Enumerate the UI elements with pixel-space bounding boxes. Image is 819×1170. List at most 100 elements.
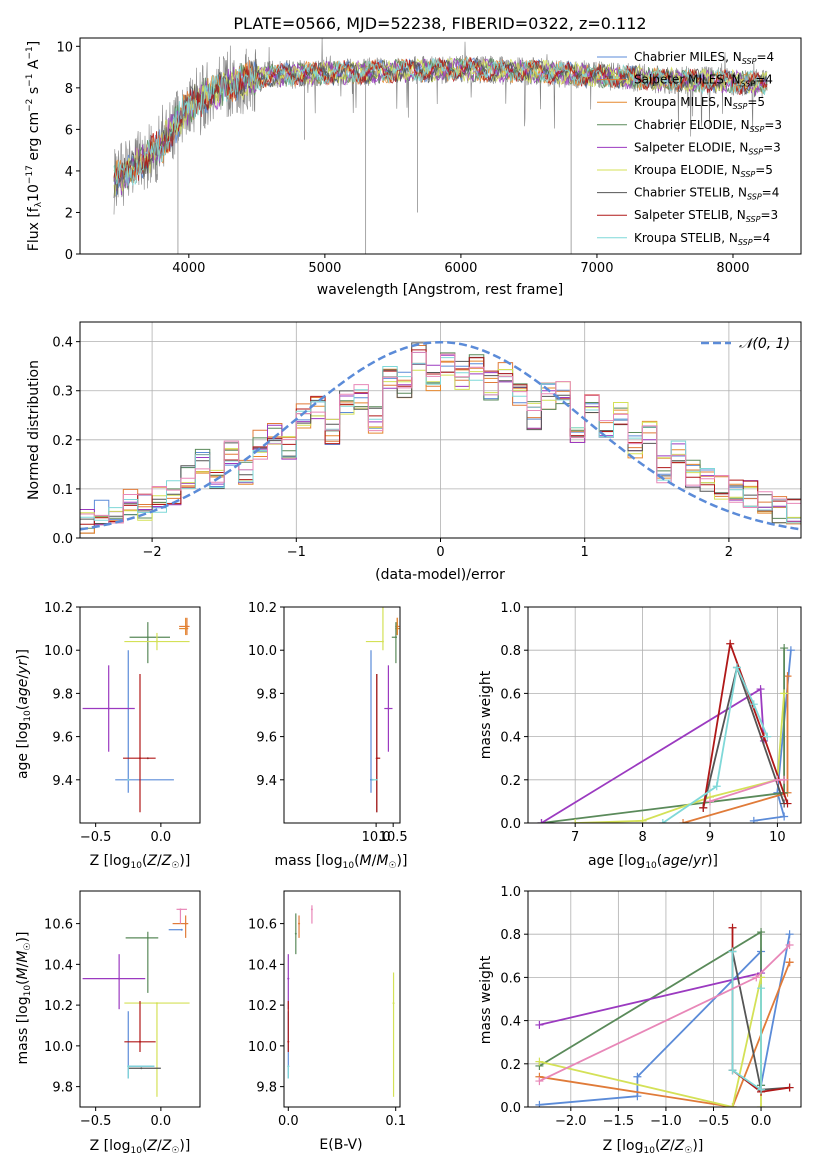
plot-area bbox=[113, 38, 768, 254]
data-point bbox=[185, 625, 188, 628]
plus-marker bbox=[535, 1100, 544, 1107]
plus-marker bbox=[757, 1103, 766, 1107]
x-tick-label: 0.0 bbox=[151, 1114, 172, 1129]
massweight-vs-age-xlabel: age [log10(age/yr)] bbox=[588, 853, 718, 871]
plus-marker bbox=[633, 1072, 642, 1081]
plus-marker bbox=[638, 816, 647, 823]
y-tick-label: 10.2 bbox=[44, 999, 73, 1014]
plus-marker bbox=[752, 973, 761, 982]
series-line-7 bbox=[731, 951, 762, 1092]
y-tick-label: 10.6 bbox=[248, 918, 277, 933]
data-point bbox=[127, 1065, 130, 1068]
plus-marker bbox=[728, 1103, 737, 1107]
massweight-vs-age-ylabel: mass weight bbox=[478, 670, 494, 759]
x-tick-label: 0.0 bbox=[751, 1114, 772, 1129]
data-point bbox=[287, 1040, 290, 1043]
y-tick-label: 10.2 bbox=[44, 601, 73, 616]
y-tick-label: 1.0 bbox=[500, 601, 521, 616]
y-tick-label: 10.0 bbox=[248, 644, 277, 659]
plus-marker bbox=[699, 803, 708, 812]
y-tick-label: 0.8 bbox=[500, 644, 521, 659]
data-point bbox=[294, 932, 297, 935]
legend-label: Kroupa MILES, NSSP=5 bbox=[634, 95, 765, 111]
plus-marker bbox=[535, 1057, 544, 1066]
legend-label: Salpeter ELODIE, NSSP=3 bbox=[634, 140, 781, 156]
plus-marker bbox=[773, 775, 782, 784]
plus-marker bbox=[757, 984, 766, 993]
plus-marker bbox=[783, 799, 792, 808]
x-tick-label: −2 bbox=[143, 545, 162, 560]
mass-vs-ebv-xlabel: E(B-V) bbox=[319, 1137, 362, 1153]
plus-marker bbox=[571, 819, 580, 823]
y-tick-label: 0.0 bbox=[52, 532, 73, 547]
x-tick-label: −1 bbox=[287, 545, 306, 560]
plus-marker bbox=[785, 1083, 794, 1092]
x-tick-label: 6000 bbox=[444, 261, 477, 276]
y-tick-label: 9.4 bbox=[256, 774, 277, 789]
y-tick-label: 10.0 bbox=[44, 1040, 73, 1055]
legend-label: Chabrier ELODIE, NSSP=3 bbox=[634, 118, 782, 134]
x-tick-label: −0.5 bbox=[698, 1114, 730, 1129]
data-point bbox=[287, 1065, 290, 1068]
plus-marker bbox=[763, 732, 772, 741]
mass-vs-z-plot: −0.5 0.0 9.8 10.0 10.2 10.4 10.6 bbox=[44, 890, 201, 1129]
y-tick-label: 0.2 bbox=[52, 434, 73, 449]
plus-marker bbox=[658, 819, 667, 823]
data-point bbox=[375, 757, 378, 760]
plus-marker bbox=[706, 797, 714, 806]
data-point bbox=[146, 636, 149, 639]
x-tick-label: 5000 bbox=[308, 261, 341, 276]
legend-label: 𝒩(0, 1) bbox=[739, 336, 790, 352]
spectrum-plot: 4000 5000 6000 7000 8000 0 2 4 6 8 10 bbox=[56, 37, 802, 276]
plus-marker bbox=[785, 958, 794, 967]
spectrum-xlabel: wavelength [Angstrom, rest frame] bbox=[317, 282, 563, 298]
plus-marker bbox=[786, 646, 795, 655]
x-tick-label: 9 bbox=[706, 830, 714, 845]
y-tick-label: 9.6 bbox=[52, 731, 73, 746]
residuals-ylabel: Normed distribution bbox=[26, 360, 42, 500]
y-tick-label: 4 bbox=[65, 165, 73, 180]
x-tick-label: 7 bbox=[571, 830, 579, 845]
x-tick-label: −1.5 bbox=[603, 1114, 635, 1129]
x-tick-label: 1 bbox=[581, 545, 589, 560]
plus-marker bbox=[785, 941, 794, 949]
data-point bbox=[118, 977, 121, 980]
data-point bbox=[107, 707, 110, 710]
y-tick-label: 9.6 bbox=[256, 731, 277, 746]
plus-marker bbox=[679, 819, 688, 823]
x-tick-label: 10.5 bbox=[379, 830, 408, 845]
massweight-vs-z-xlabel: Z [log10(Z/Z☉)] bbox=[603, 1138, 704, 1156]
y-tick-label: 0.0 bbox=[500, 817, 521, 832]
plot-area bbox=[80, 340, 801, 534]
data-point bbox=[155, 640, 158, 643]
legend-label: Chabrier STELIB, NSSP=4 bbox=[634, 186, 779, 202]
plus-marker bbox=[785, 930, 794, 939]
data-point bbox=[396, 627, 399, 630]
plot-area bbox=[82, 617, 190, 813]
data-point bbox=[180, 928, 183, 931]
x-tick-label: 0 bbox=[436, 545, 444, 560]
mass-vs-z-ylabel: mass [log10(M/M☉)] bbox=[15, 932, 33, 1065]
series-line-8 bbox=[539, 944, 791, 1082]
data-point bbox=[184, 627, 187, 630]
y-tick-label: 9.8 bbox=[256, 1081, 277, 1096]
y-tick-label: 0.4 bbox=[500, 1015, 521, 1030]
gaussian-curve bbox=[80, 340, 801, 531]
plus-marker bbox=[780, 812, 789, 821]
plus-marker bbox=[749, 700, 758, 709]
axes-frame bbox=[527, 890, 802, 1108]
data-point bbox=[179, 908, 182, 911]
y-tick-label: 6 bbox=[65, 123, 73, 138]
x-tick-label: 10 bbox=[769, 830, 786, 845]
data-point bbox=[387, 707, 390, 710]
plus-marker bbox=[728, 947, 737, 956]
x-tick-label: 8000 bbox=[716, 261, 749, 276]
age-vs-z-ylabel: age [log10(age/yr)] bbox=[15, 649, 33, 779]
plus-marker bbox=[757, 928, 766, 937]
data-point bbox=[310, 908, 313, 911]
x-tick-label: 4000 bbox=[172, 261, 205, 276]
age-vs-z-xlabel: Z [log10(Z/Z☉)] bbox=[90, 853, 191, 871]
y-tick-label: 0.8 bbox=[500, 928, 521, 943]
data-point bbox=[394, 636, 397, 639]
